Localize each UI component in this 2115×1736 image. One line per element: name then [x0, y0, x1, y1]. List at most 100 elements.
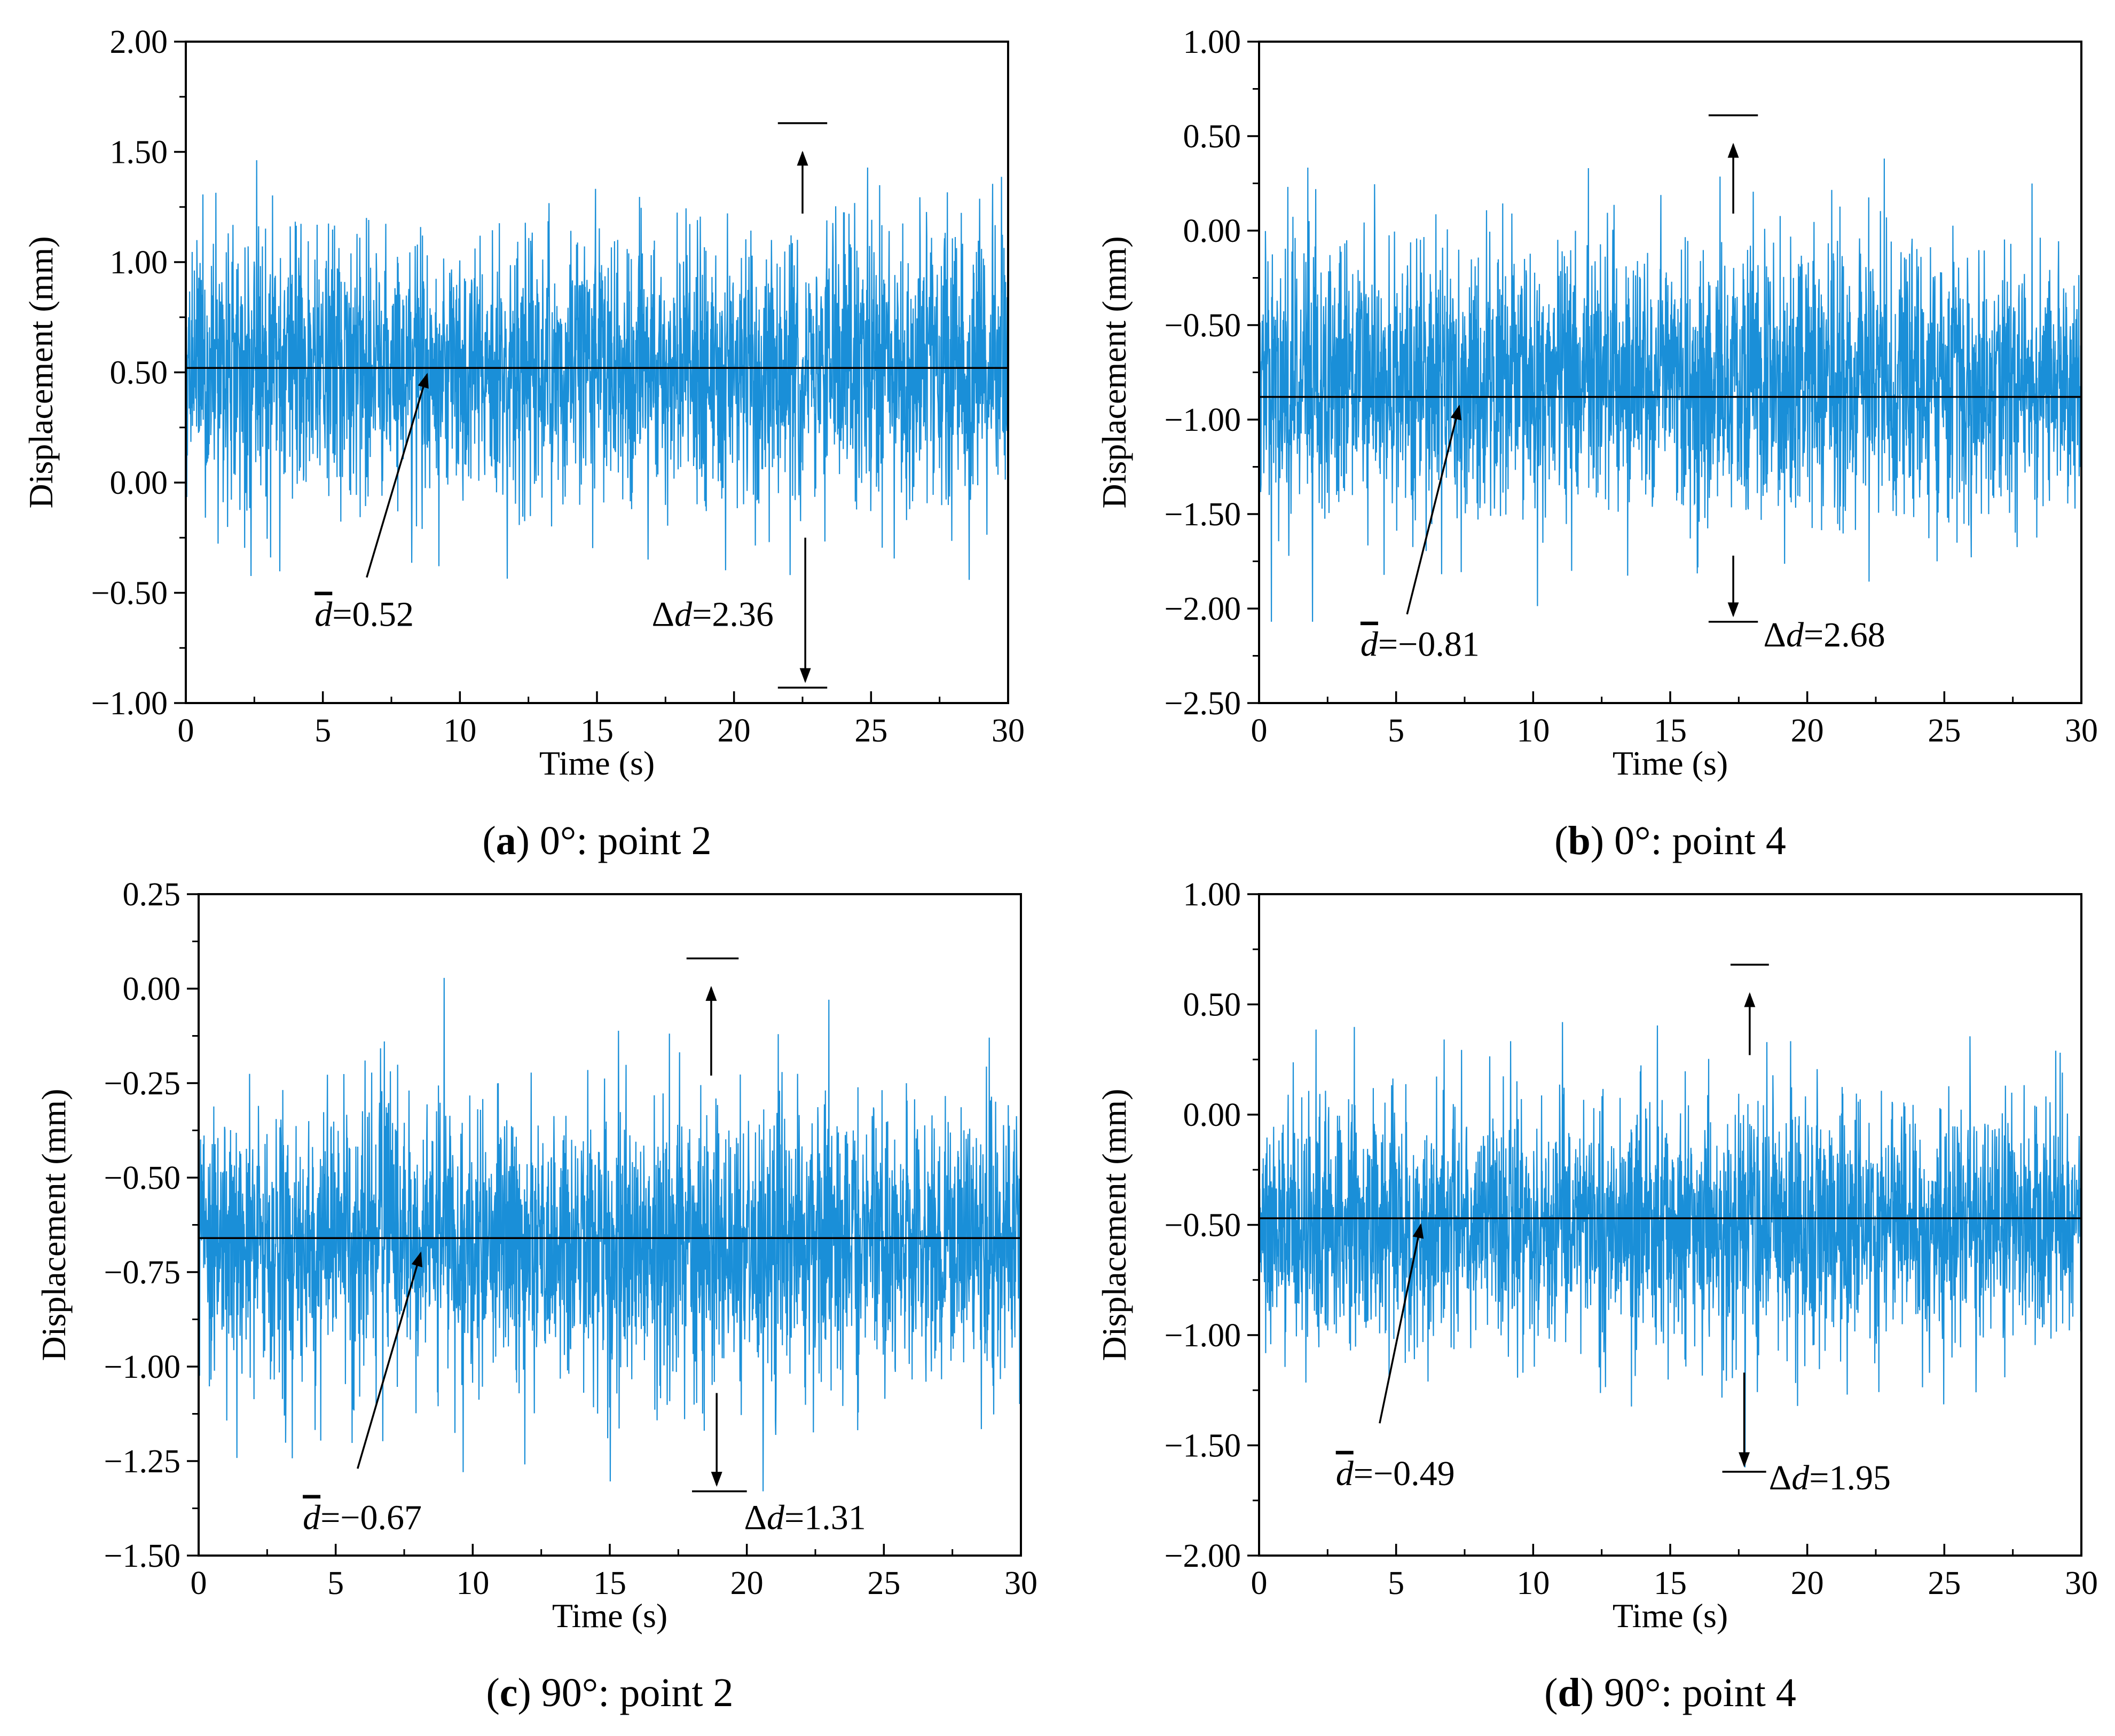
delta-symbol: Δ: [744, 1498, 767, 1537]
mean-value: =0.52: [332, 595, 414, 634]
x-tick-label: 30: [2065, 1565, 2098, 1601]
x-tick-label: 15: [580, 713, 614, 749]
caption-text: ) 90°: point 4: [1581, 1670, 1796, 1715]
y-tick-label: 0.00: [110, 465, 168, 501]
delta-annotation: Δd=1.95: [1769, 1458, 1891, 1497]
x-axis-title: Time (s): [1613, 1597, 1728, 1635]
panel-caption: (b) 0°: point 4: [1554, 818, 1786, 863]
x-tick-label: 10: [1516, 713, 1550, 749]
y-tick-label: −1.00: [1165, 1317, 1241, 1354]
delta-annotation: Δd=2.36: [652, 595, 774, 634]
x-tick-label: 5: [1388, 713, 1404, 749]
x-tick-label: 15: [1654, 713, 1687, 749]
x-tick-label: 30: [2065, 713, 2098, 749]
y-axis-title: Displacement (mm): [35, 1088, 73, 1361]
x-tick-label: 20: [730, 1565, 764, 1601]
y-axis-title: Displacement (mm): [22, 236, 60, 508]
delta-symbol: Δ: [652, 595, 674, 634]
delta-d-symbol: d: [767, 1498, 785, 1537]
x-tick-label: 25: [1928, 1565, 1961, 1601]
mean-arrow: [1379, 1223, 1424, 1424]
y-tick-label: −1.50: [1165, 1428, 1241, 1464]
x-tick-label: 0: [191, 1565, 207, 1601]
x-tick-label: 10: [456, 1565, 489, 1601]
mean-arrow: [357, 1251, 422, 1469]
series-line-displacement: [199, 977, 1021, 1492]
x-tick-label: 30: [992, 713, 1025, 749]
y-tick-label: 0.00: [123, 971, 181, 1007]
caption-text: ) 0°: point 2: [516, 818, 712, 863]
y-tick-label: −0.50: [91, 575, 168, 612]
delta-symbol: Δ: [1769, 1458, 1791, 1497]
y-tick-label: −1.00: [1165, 402, 1241, 438]
chart-panel-d: 0 5 10 15 20 25 30 −2.00 −1.50 −1.00 −0.50 0.00 0.50…: [1095, 877, 2098, 1715]
x-tick-label: 25: [867, 1565, 900, 1601]
x-axis-title: Time (s): [539, 744, 655, 782]
series-line-displacement: [1259, 158, 2081, 622]
d-bar-symbol: d: [303, 1498, 321, 1537]
y-tick-label: −2.00: [1165, 591, 1241, 627]
delta-d-symbol: d: [1786, 616, 1804, 654]
x-tick-label: 0: [178, 713, 194, 749]
series-line-displacement: [186, 160, 1008, 580]
mean-value: =−0.67: [320, 1498, 422, 1537]
mean-arrow: [1406, 404, 1461, 615]
y-tick-label: 0.50: [1183, 987, 1241, 1023]
x-tick-label: 5: [1388, 1565, 1404, 1601]
caption-open-paren: (: [1544, 1670, 1558, 1715]
panel-caption: (d) 90°: point 4: [1544, 1670, 1796, 1715]
delta-symbol: Δ: [1764, 616, 1786, 654]
y-tick-label: −0.50: [1165, 1208, 1241, 1244]
y-tick-label: −0.50: [1165, 307, 1241, 344]
mean-annotation: d=0.52: [315, 595, 414, 634]
y-tick-label: 0.25: [123, 877, 181, 913]
panel-caption: (c) 90°: point 2: [486, 1670, 733, 1715]
x-tick-label: 20: [1791, 713, 1824, 749]
y-tick-label: −1.50: [1165, 496, 1241, 533]
delta-d-symbol: d: [1791, 1458, 1810, 1497]
delta-value: =1.31: [784, 1498, 866, 1537]
chart-panel-c: 0 5 10 15 20 25 30 −1.50 −1.25 −1.00 −0.75 −0.50 −0.…: [35, 877, 1037, 1715]
y-tick-label: −1.50: [104, 1538, 180, 1574]
y-tick-label: −2.00: [1165, 1538, 1241, 1574]
x-tick-label: 25: [854, 713, 887, 749]
mean-arrow: [366, 373, 429, 578]
x-tick-label: 25: [1928, 713, 1961, 749]
chart-panel-b: 0 5 10 15 20 25 30 −2.50 −2.00 −1.50 −1.00 −0.50 0.0…: [1095, 24, 2098, 863]
mean-annotation: d=−0.67: [303, 1498, 422, 1537]
y-tick-label: 1.00: [110, 244, 168, 281]
y-tick-label: −0.50: [104, 1160, 180, 1196]
caption-open-paren: (: [1554, 818, 1568, 863]
x-tick-label: 15: [593, 1565, 626, 1601]
caption-text: ) 90°: point 2: [518, 1670, 734, 1715]
caption-letter: b: [1568, 818, 1590, 863]
x-tick-label: 5: [315, 713, 331, 749]
d-bar-symbol: d: [1361, 625, 1379, 664]
x-tick-label: 0: [1251, 713, 1268, 749]
x-tick-label: 10: [1516, 1565, 1550, 1601]
y-tick-label: −1.00: [91, 685, 168, 722]
mean-annotation: d=−0.49: [1336, 1454, 1455, 1493]
delta-value: =2.36: [692, 595, 774, 634]
delta-value: =2.68: [1804, 616, 1885, 654]
panel-caption: (a) 0°: point 2: [482, 818, 711, 863]
x-tick-label: 20: [718, 713, 751, 749]
x-tick-label: 15: [1654, 1565, 1687, 1601]
mean-value: =−0.49: [1354, 1454, 1455, 1493]
x-tick-label: 30: [1004, 1565, 1037, 1601]
d-bar-symbol: d: [1336, 1454, 1354, 1493]
delta-d-symbol: d: [674, 595, 693, 634]
y-tick-label: 0.00: [1183, 213, 1241, 249]
mean-annotation: d=−0.81: [1361, 625, 1480, 664]
chart-panel-a: 0 5 10 15 20 25 30 −1.00 −0.50 0.00 0.50 1.00 1.50 2.…: [22, 24, 1025, 863]
y-tick-label: 2.00: [110, 24, 168, 60]
caption-open-paren: (: [482, 818, 496, 863]
y-tick-label: 0.50: [110, 355, 168, 391]
series-line-displacement: [1259, 1022, 2081, 1467]
x-tick-label: 0: [1251, 1565, 1268, 1601]
caption-text: ) 0°: point 4: [1591, 818, 1786, 863]
delta-value: =1.95: [1809, 1458, 1891, 1497]
y-tick-label: −2.50: [1165, 685, 1241, 722]
